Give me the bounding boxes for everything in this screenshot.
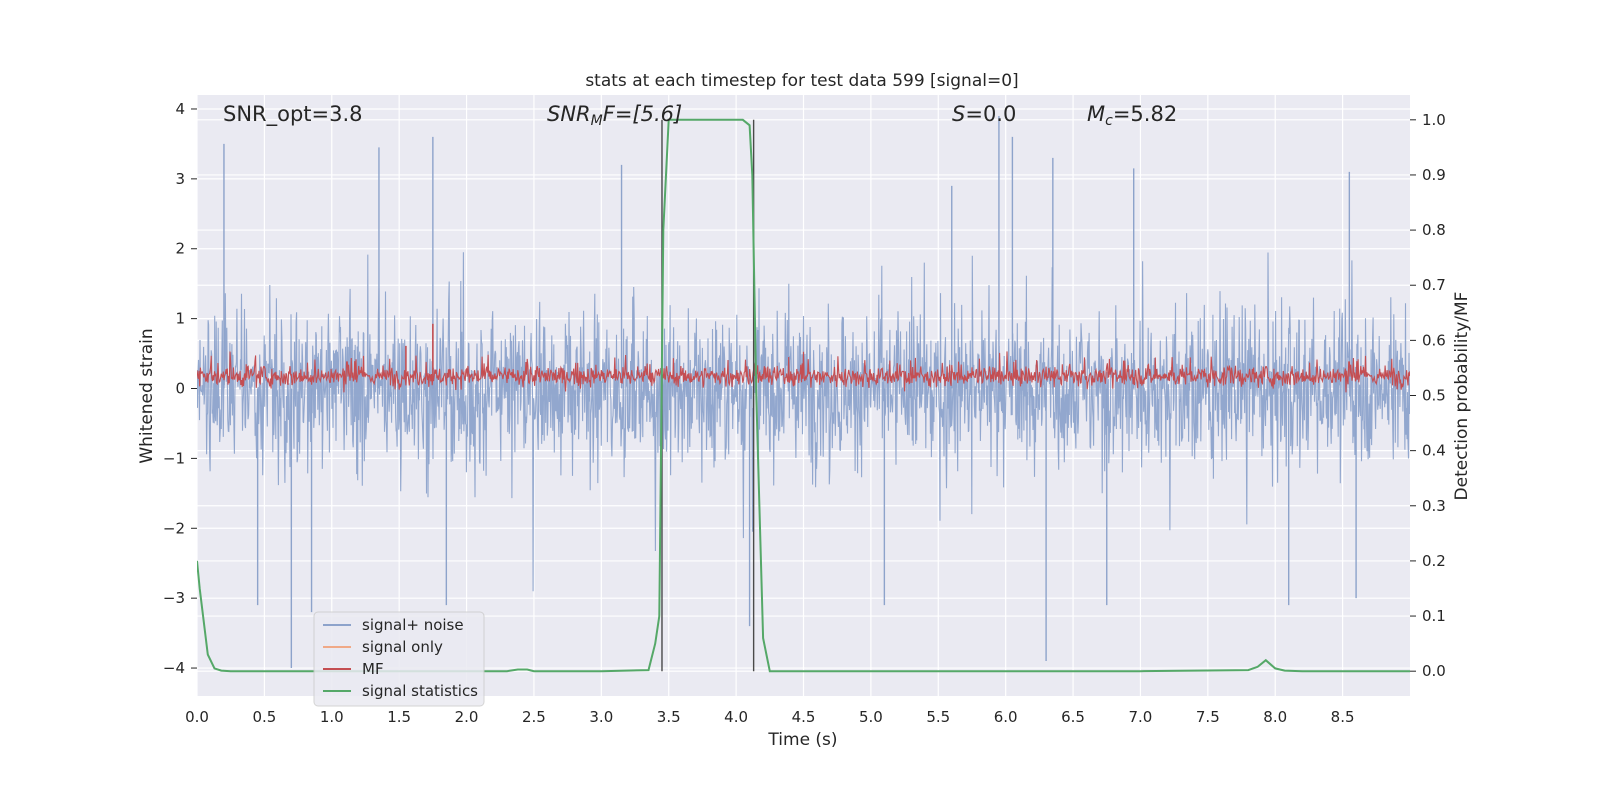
x-tick-label: 8.5 [1331, 708, 1355, 726]
annotation-mc: Mc=5.82 [1087, 102, 1177, 129]
chart-title: stats at each timestep for test data 599… [585, 71, 1018, 91]
y2-tick-label: 0.7 [1422, 276, 1446, 294]
y-axis-ticks: 4 3 2 1 0 −1 −2 −3 −4 [163, 100, 197, 677]
annotation-snr-opt: SNR_opt=3.8 [223, 102, 363, 127]
series-signal-noise [197, 115, 1410, 669]
y-tick-label: −1 [163, 449, 185, 467]
s-value: =0.0 [965, 102, 1016, 126]
legend-label-signal-noise: signal+ noise [362, 616, 464, 634]
x-tick-label: 5.0 [859, 708, 883, 726]
y-tick-label: 4 [175, 100, 185, 118]
y2-tick-label: 0.9 [1422, 166, 1446, 184]
mc-base: M [1087, 102, 1105, 126]
y-tick-label: 0 [175, 380, 185, 398]
y-tick-label: 2 [175, 240, 185, 258]
x-tick-label: 4.5 [792, 708, 816, 726]
annotation-s: S=0.0 [952, 102, 1016, 126]
x-tick-label: 2.0 [455, 708, 479, 726]
annotation-snr-mf: SNRMF=[5.6] [547, 102, 682, 129]
snr-mf-sub: M [591, 113, 603, 129]
signal-statistics-line [197, 118, 1410, 673]
x-tick-label: 6.0 [994, 708, 1018, 726]
y2-tick-label: 0.8 [1422, 221, 1446, 239]
signal-noise-line [197, 252, 1410, 592]
x-tick-label: 1.5 [387, 708, 411, 726]
x-tick-label: 3.0 [589, 708, 613, 726]
x-tick-label: 0.5 [252, 708, 276, 726]
y-tick-label: 1 [175, 310, 185, 328]
y-tick-label: −3 [163, 589, 185, 607]
snr-mf-rest: F=[5.6] [603, 102, 682, 126]
x-tick-label: 7.5 [1196, 708, 1220, 726]
x-tick-label: 5.5 [926, 708, 950, 726]
y-axis-label: Whitened strain [137, 328, 157, 463]
y2-tick-label: 0.2 [1422, 552, 1446, 570]
x-tick-label: 1.0 [320, 708, 344, 726]
y-tick-label: −4 [163, 659, 185, 677]
series-mf [197, 323, 1410, 393]
x-tick-label: 8.0 [1263, 708, 1287, 726]
y2-tick-label: 0.6 [1422, 331, 1446, 349]
y2-axis-label: Detection probability/MF [1452, 292, 1472, 501]
snr-mf-base: SNR [547, 102, 591, 126]
x-tick-label: 4.0 [724, 708, 748, 726]
x-tick-label: 2.5 [522, 708, 546, 726]
y2-tick-label: 0.5 [1422, 387, 1446, 405]
mc-sub: c [1105, 113, 1113, 129]
plot-series [197, 115, 1410, 673]
legend-label-signal-only: signal only [362, 638, 443, 656]
y-tick-label: 3 [175, 170, 185, 188]
mc-rest: =5.82 [1113, 102, 1177, 126]
legend-box [313, 611, 485, 707]
x-tick-label: 3.5 [657, 708, 681, 726]
x-axis-label: Time (s) [767, 730, 837, 750]
x-tick-label: 7.0 [1129, 708, 1153, 726]
x-tick-label: 6.5 [1061, 708, 1085, 726]
y2-tick-label: 0.0 [1422, 662, 1446, 680]
series-signal-statistics [197, 118, 1410, 673]
x-axis-ticks: 0.0 0.5 1.0 1.5 2.0 2.5 3.0 3.5 4.0 4.5 5.0 5.5 6.0 6… [185, 708, 1354, 726]
legend: signal+ noise signal only MF signal stat… [313, 611, 485, 707]
s-label: S [952, 102, 965, 126]
mf-line [197, 351, 1410, 393]
legend-label-mf: MF [362, 660, 384, 678]
y2-tick-label: 0.1 [1422, 607, 1446, 625]
legend-label-signal-statistics: signal statistics [362, 682, 478, 700]
y2-tick-label: 0.4 [1422, 442, 1446, 460]
x-tick-label: 0.0 [185, 708, 209, 726]
y2-axis-ticks: 1.0 0.9 0.8 0.7 0.6 0.5 0.4 0.3 0.2 0.1 0.0 [1410, 111, 1446, 680]
y-tick-label: −2 [163, 519, 185, 537]
y2-tick-label: 1.0 [1422, 111, 1446, 129]
y2-tick-label: 0.3 [1422, 497, 1446, 515]
